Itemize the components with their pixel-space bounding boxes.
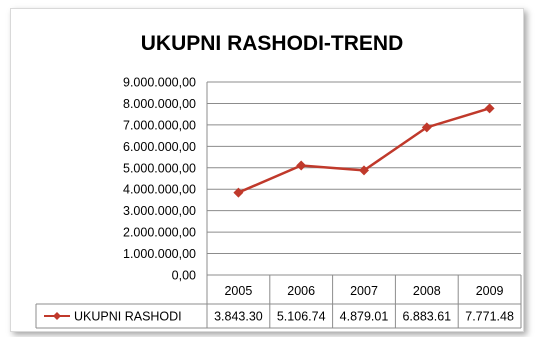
table-value-cell: 5.106.74 <box>277 310 326 324</box>
y-tick-label: 0,00 <box>172 269 196 283</box>
table-value-cell: 3.843.30 <box>214 310 263 324</box>
chart-title: UKUPNI RASHODI-TREND <box>141 32 404 55</box>
gridlines <box>207 81 521 276</box>
table-value-cell: 4.879.01 <box>340 310 389 324</box>
table-value-cell: 6.883.61 <box>402 310 451 324</box>
data-point <box>484 103 495 114</box>
data-point <box>359 165 369 176</box>
chart-frame <box>10 8 524 332</box>
data-point <box>421 122 432 133</box>
y-tick-label: 3.000.000,00 <box>123 204 196 218</box>
legend-series-name: UKUPNI RASHODI <box>74 310 182 324</box>
y-tick-label: 9.000.000,00 <box>123 76 196 90</box>
x-category-label: 2007 <box>350 284 378 298</box>
y-tick-label: 4.000.000,00 <box>123 183 196 197</box>
x-category-label: 2005 <box>224 284 252 298</box>
x-category-label: 2006 <box>287 284 315 298</box>
x-category-label: 2008 <box>413 284 441 298</box>
y-tick-label: 5.000.000,00 <box>123 161 196 175</box>
y-tick-label: 7.000.000,00 <box>123 118 196 132</box>
y-tick-label: 2.000.000,00 <box>123 226 196 240</box>
y-tick-label: 6.000.000,00 <box>123 140 196 154</box>
y-tick-label: 1.000.000,00 <box>123 247 196 261</box>
series-layer <box>233 103 495 198</box>
legend-marker <box>53 312 61 320</box>
x-category-label: 2009 <box>476 284 504 298</box>
series-line <box>237 107 490 194</box>
data-point <box>296 160 307 171</box>
y-axis: 0,00 1.000.000,00 2.000.000,00 3.000.000,00… <box>123 76 196 283</box>
data-table: 2005 2006 2007 2008 2009 UKUPNI RASHODI 3.843.… <box>35 82 522 329</box>
y-tick-label: 8.000.000,00 <box>123 97 196 111</box>
table-value-cell: 7.771.48 <box>465 310 514 324</box>
data-point <box>233 187 244 198</box>
